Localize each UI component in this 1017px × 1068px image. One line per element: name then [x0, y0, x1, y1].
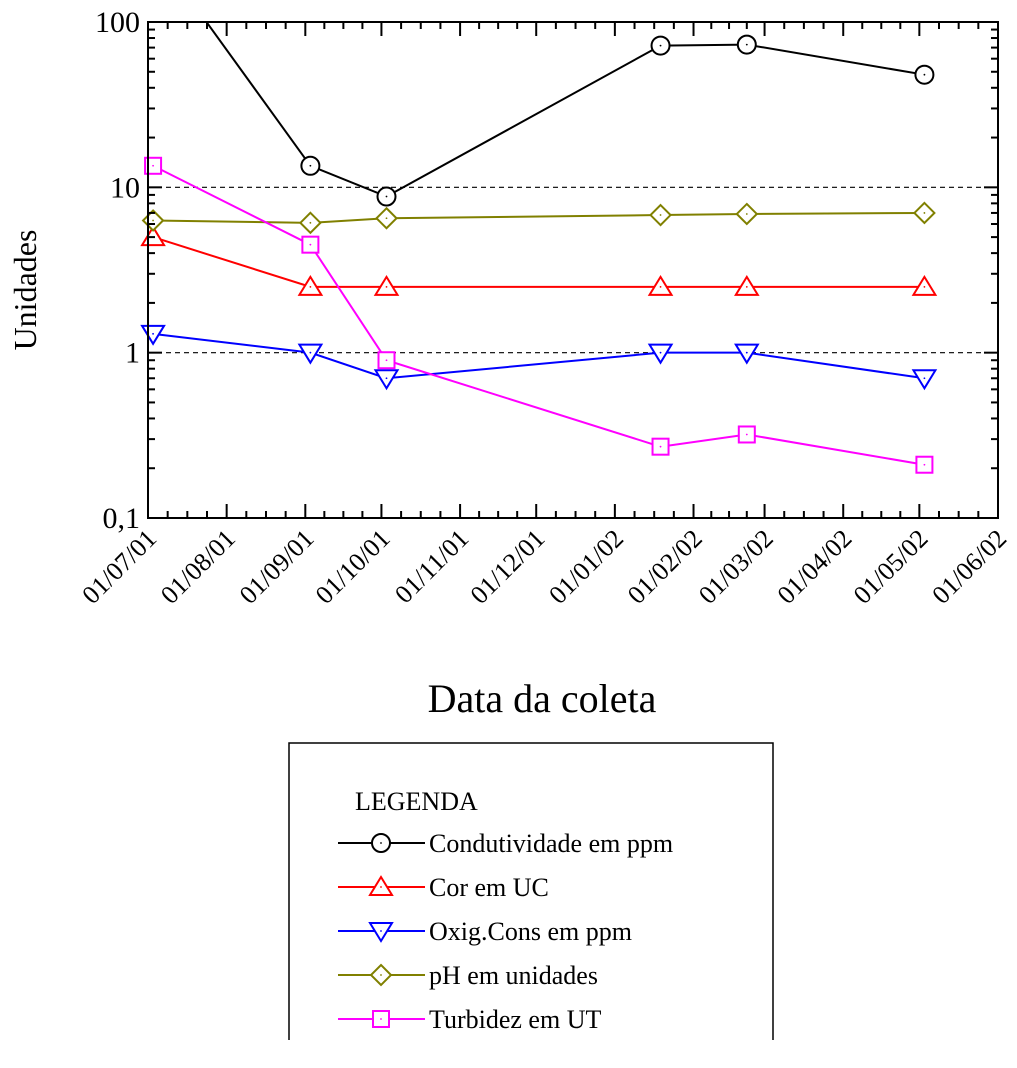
markers-layer: [140, 34, 938, 474]
data-point: [911, 369, 938, 391]
data-point: [377, 351, 396, 370]
legend-entries: Condutividade em ppm Cor em UC Oxig.Cons e…: [338, 829, 673, 1034]
data-point: [651, 437, 670, 456]
data-point: [914, 64, 935, 85]
x-tick-label: 01/01/02: [543, 524, 629, 610]
legend-marker: [369, 963, 393, 987]
legend-label: Condutividade em ppm: [429, 829, 673, 858]
axis-ticks: [147, 22, 999, 519]
data-point: [298, 211, 322, 235]
x-tick-label: 01/09/01: [234, 524, 320, 610]
legend-label: Turbidez em UT: [429, 1005, 601, 1034]
data-point: [297, 274, 324, 296]
data-point: [301, 235, 320, 254]
data-point: [144, 156, 163, 175]
legend-entry: Cor em UC: [338, 873, 549, 902]
legend-frame: [288, 742, 774, 1040]
series-line: [152, 332, 925, 380]
series-line: [152, 164, 925, 466]
legend-marker: [368, 922, 394, 943]
data-point: [915, 455, 934, 474]
y-tick-labels: 0,1 1 10 100: [95, 6, 140, 535]
legend-entry: pH em unidades: [338, 961, 598, 990]
legend-marker: [368, 875, 394, 896]
data-point: [734, 274, 760, 296]
x-tick-label: 01/04/02: [772, 524, 858, 610]
data-point: [376, 186, 397, 207]
series-line: [153, 211, 925, 224]
data-point: [736, 34, 757, 55]
legend-entry: Condutividade em ppm: [338, 829, 673, 858]
legend-title: LEGENDA: [355, 787, 478, 816]
x-tick-label: 01/07/01: [76, 524, 162, 610]
data-point: [297, 343, 324, 365]
x-tick-label: 01/10/01: [310, 524, 396, 610]
x-tick-label: 01/11/01: [389, 524, 474, 609]
data-point: [373, 274, 400, 296]
data-point: [911, 274, 938, 296]
data-point: [647, 343, 674, 365]
y-tick-label: 100: [95, 6, 140, 39]
y-tick-label: 10: [110, 171, 140, 204]
data-point: [650, 35, 671, 56]
legend-label: Oxig.Cons em ppm: [429, 917, 632, 946]
data-point: [734, 343, 760, 365]
x-tick-label: 01/03/02: [693, 524, 779, 610]
legend-entry: Turbidez em UT: [338, 1005, 601, 1034]
plot-frame: [147, 21, 999, 519]
data-point: [373, 369, 400, 391]
data-point: [300, 155, 321, 176]
legend-label: pH em unidades: [429, 961, 598, 990]
series-line: [205, 22, 925, 198]
data-point: [647, 274, 674, 296]
legend-label: Cor em UC: [429, 873, 549, 902]
x-tick-labels: 01/07/0101/08/0101/09/0101/10/0101/11/01…: [76, 524, 1012, 610]
gridlines: [148, 186, 998, 354]
data-point: [375, 206, 398, 230]
data-point: [737, 425, 756, 444]
legend-marker: [371, 833, 391, 853]
x-tick-label: 01/08/01: [155, 524, 241, 610]
x-tick-label: 01/12/01: [465, 524, 551, 610]
data-point: [913, 201, 936, 225]
x-tick-label: 01/02/02: [622, 524, 708, 610]
x-tick-label: 01/06/02: [926, 524, 1012, 610]
x-axis-label: Data da coleta: [428, 676, 657, 721]
x-tick-label: 01/05/02: [848, 524, 934, 610]
data-point: [735, 202, 759, 226]
legend-marker: [372, 1010, 390, 1028]
y-tick-label: 1: [125, 337, 140, 370]
y-axis-label: Unidades: [7, 230, 43, 351]
legend-entry: Oxig.Cons em ppm: [338, 917, 632, 946]
series-line: [152, 236, 925, 288]
series-layer: [152, 22, 925, 466]
y-tick-label: 0,1: [103, 502, 141, 535]
legend: LEGENDA Condutividade em ppm Cor em UC Oxi…: [288, 742, 774, 1040]
data-point: [649, 203, 672, 227]
